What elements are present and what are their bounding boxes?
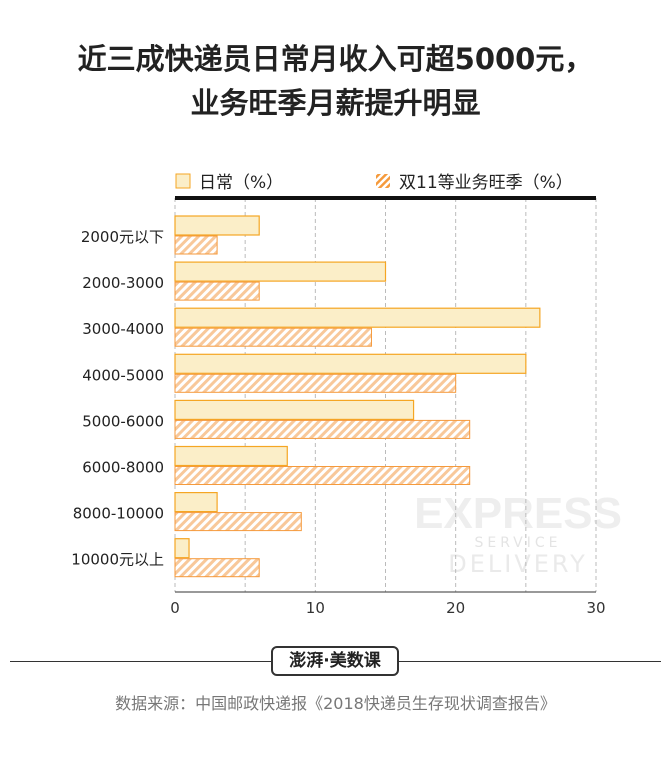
category-label: 2000-3000 bbox=[82, 274, 164, 292]
thepaper-logo: 澎湃·美数课 bbox=[271, 646, 399, 676]
bar-peak bbox=[174, 235, 218, 255]
legend-label-daily: 日常（%） bbox=[199, 173, 283, 193]
bar-peak bbox=[174, 512, 302, 532]
x-tick-label: 10 bbox=[306, 599, 325, 617]
bar-daily bbox=[174, 353, 527, 374]
watermark-line1: EXPRESS bbox=[414, 489, 622, 538]
title-line-2: 业务旺季月薪提升明显 bbox=[190, 86, 481, 120]
title-line-1: 近三成快递员日常月收入可超5000元， bbox=[77, 42, 594, 76]
bar-daily bbox=[174, 399, 415, 420]
bar-peak bbox=[174, 419, 471, 439]
bar-daily bbox=[174, 538, 190, 559]
watermark-line2: SERVICE bbox=[474, 535, 561, 551]
category-label: 8000-10000 bbox=[73, 505, 164, 523]
category-label: 2000元以下 bbox=[81, 228, 164, 246]
category-label: 10000元以上 bbox=[71, 551, 164, 569]
bar-peak bbox=[174, 281, 260, 301]
bar-daily bbox=[174, 261, 387, 282]
bar-daily bbox=[174, 215, 260, 236]
category-label: 4000-5000 bbox=[82, 366, 164, 384]
watermark-line3: DELIVERY bbox=[448, 550, 587, 578]
divider-left bbox=[10, 661, 271, 662]
legend-swatch-daily bbox=[175, 173, 191, 189]
bar-daily bbox=[174, 492, 218, 513]
bar-peak bbox=[174, 558, 260, 578]
x-tick-label: 20 bbox=[446, 599, 465, 617]
category-label: 3000-4000 bbox=[82, 320, 164, 338]
source-note: 数据来源：中国邮政快递报《2018快递员生存现状调查报告》 bbox=[115, 694, 556, 713]
x-tick-label: 0 bbox=[170, 599, 180, 617]
bar-peak bbox=[174, 327, 372, 347]
divider-right bbox=[399, 661, 661, 662]
legend-label-peak: 双11等业务旺季（%） bbox=[399, 173, 573, 193]
bar-daily bbox=[174, 445, 288, 467]
x-tick-label: 30 bbox=[586, 599, 605, 617]
category-label: 6000-8000 bbox=[82, 459, 164, 477]
legend-swatch-peak bbox=[376, 174, 390, 188]
bar-peak bbox=[174, 373, 457, 393]
category-label: 5000-6000 bbox=[82, 412, 164, 430]
bar-daily bbox=[174, 307, 541, 328]
bar-peak bbox=[174, 466, 471, 485]
